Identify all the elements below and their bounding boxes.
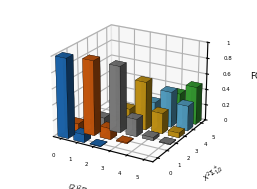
- X-axis label: (2)$^2$$\Pi_{1/2}$: (2)$^2$$\Pi_{1/2}$: [66, 181, 96, 189]
- Y-axis label: $X^2\Sigma^+_{1/2}$: $X^2\Sigma^+_{1/2}$: [201, 162, 227, 186]
